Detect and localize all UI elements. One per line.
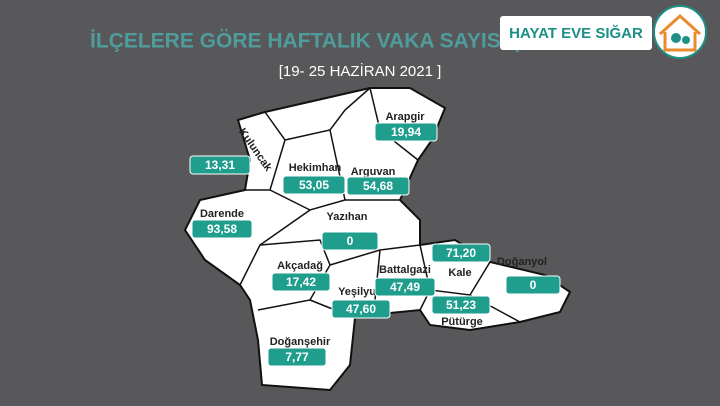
people-icon: [682, 36, 690, 44]
district-value: 71,20: [446, 246, 476, 260]
badge-text: HAYAT EVE SIĞAR: [509, 24, 643, 42]
value-box: [189, 155, 251, 175]
value-box: [321, 231, 379, 251]
value-box: [191, 219, 253, 239]
district-name: Doğanyol: [497, 256, 547, 268]
value-box: [374, 277, 436, 297]
value-box: [431, 295, 491, 315]
district-name: Battalgazi: [379, 264, 431, 276]
value-box: [267, 347, 327, 367]
subtitle: [19- 25 HAZİRAN 2021 ]: [279, 62, 442, 80]
value-box: [271, 272, 331, 292]
district-value: 19,94: [391, 125, 421, 139]
value-box: [331, 299, 391, 319]
district-value: 0: [347, 234, 354, 248]
value-box: [431, 243, 491, 263]
district-name: Darende: [200, 208, 244, 220]
district-name: Kale: [448, 267, 471, 279]
district-value: 7,77: [285, 350, 309, 364]
district-value: 0: [530, 278, 537, 292]
value-box: [505, 275, 561, 295]
district-name: Akçadağ: [277, 260, 323, 272]
badge: HAYAT EVE SIĞAR: [500, 5, 707, 59]
badge-icon: [653, 5, 707, 59]
district-value: 47,49: [390, 280, 420, 294]
district-value: 17,42: [286, 275, 316, 289]
district-name: Yazıhan: [327, 211, 368, 223]
district-name: Hekimhan: [289, 162, 342, 174]
badge-box: [500, 16, 652, 50]
value-box: [374, 122, 438, 142]
district-value: 47,60: [346, 302, 376, 316]
value-box: [346, 176, 410, 196]
district-name: Pütürge: [441, 316, 483, 328]
house-icon: [658, 13, 702, 52]
district-name: Yeşilyurt: [338, 286, 384, 298]
district-value: 93,58: [207, 222, 237, 236]
district-name: Arapgir: [385, 111, 425, 123]
district-value: 51,23: [446, 298, 476, 312]
district-value: 54,68: [363, 179, 393, 193]
people-icon: [671, 33, 681, 43]
district-value: 13,31: [205, 158, 235, 172]
district-value: 53,05: [299, 178, 329, 192]
district-name: Doğanşehir: [270, 336, 331, 348]
title: İLÇELERE GÖRE HAFTALIK VAKA SAYISI (10: [90, 30, 543, 53]
district-name: Arguvan: [351, 166, 396, 178]
value-box: [282, 175, 346, 195]
